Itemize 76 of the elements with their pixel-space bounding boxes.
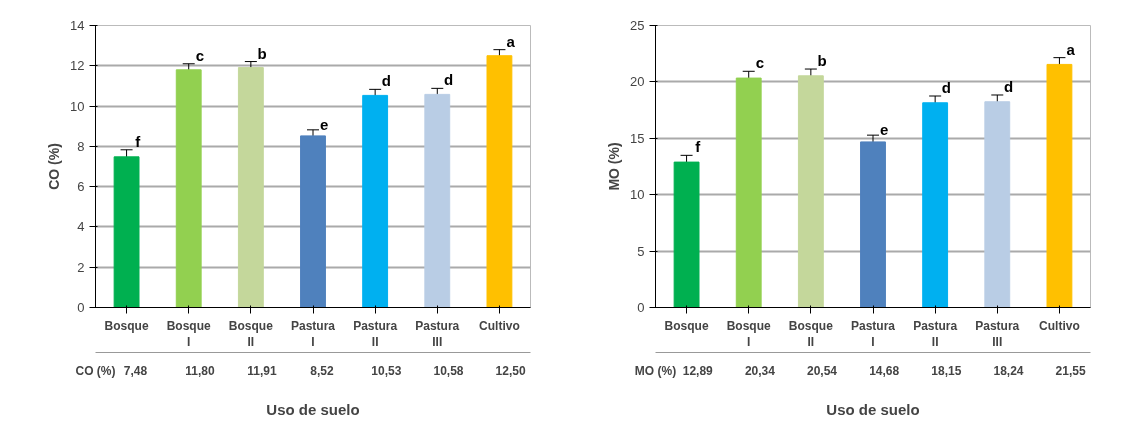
bar [486,55,513,308]
x-tick-label: Bosque I [726,318,772,350]
data-label: 20,34 [744,363,776,378]
y-tick-label: 6 [77,179,85,195]
data-label: 11,91 [247,363,278,378]
data-label: 12,50 [495,363,526,378]
y-tick-label: 10 [70,98,85,114]
data-label: 10,58 [433,363,464,378]
data-label: 18,15 [931,363,962,378]
x-tick-label: Pastura I [850,318,896,350]
bar [424,93,451,308]
text: MO (%) [634,363,677,378]
bar [300,135,326,308]
x-tick-label: Bosque II [228,318,274,350]
annotation: f [135,132,142,150]
x-tick-label: Bosque [664,318,709,333]
bar [113,156,140,308]
annotation: f [695,138,702,156]
annotation: d [1003,77,1014,95]
annotation: b [817,52,827,70]
annotation: d [443,71,454,89]
y-tick-label: 2 [77,259,85,275]
x-tick-label: Pastura II [913,318,958,350]
x-axis-title: Uso de suelo [266,400,360,418]
y-tick-label: 8 [77,138,85,154]
y-tick-label: 0 [77,300,85,315]
y-tick-label: 12 [70,58,85,74]
y-tick-label: 5 [637,243,645,259]
x-tick-label: Pastura I [290,318,336,350]
annotation: e [320,115,329,133]
bar [984,101,1011,308]
x-tick-label: Bosque I [166,318,212,350]
y-axis-title: CO (%) [46,143,63,190]
x-tick-label: Pastura III [415,318,460,350]
annotation: c [755,54,765,72]
data-label: 18,24 [993,363,1024,378]
x-tick-label: Bosque II [788,318,834,350]
y-tick-label: 14 [70,18,85,33]
x-tick-label: Cultivo [479,318,520,333]
data-label: 21,55 [1055,363,1086,378]
bar [735,77,762,308]
bar [673,161,700,308]
y-tick-label: 4 [77,219,85,235]
x-tick-label: Pastura III [975,318,1020,350]
x-tick-label: Cultivo [1039,318,1080,333]
bar [797,75,824,308]
bar [922,102,949,308]
data-label: 20,54 [807,363,838,378]
x-tick-label: Bosque [104,318,149,333]
bar [860,141,886,308]
annotation: b [257,44,267,62]
y-tick-label: 15 [630,130,645,146]
annotation: a [1066,40,1076,58]
data-label: 10,53 [371,363,402,378]
text: CO (%) [75,363,116,378]
y-axis-title: MO (%) [606,142,623,191]
data-label: 8,52 [310,363,334,378]
y-tick-label: 0 [637,300,645,315]
y-tick-label: 25 [630,18,645,33]
annotation: e [880,121,889,139]
y-tick-label: 20 [630,74,645,90]
x-axis-title: Uso de suelo [826,400,920,418]
annotation: c [195,46,205,64]
data-label: 12,89 [682,363,714,378]
annotation: a [506,32,516,50]
x-tick-label: Pastura II [353,318,398,350]
annotation: d [941,79,951,96]
bar [1046,63,1073,308]
data-label: 7,48 [123,363,148,378]
bar [237,67,264,308]
annotation: d [381,72,391,90]
bar [175,69,202,308]
data-label: 11,80 [185,363,215,378]
y-tick-label: 10 [630,187,645,203]
data-label: 14,68 [869,363,900,378]
bar [362,94,389,308]
